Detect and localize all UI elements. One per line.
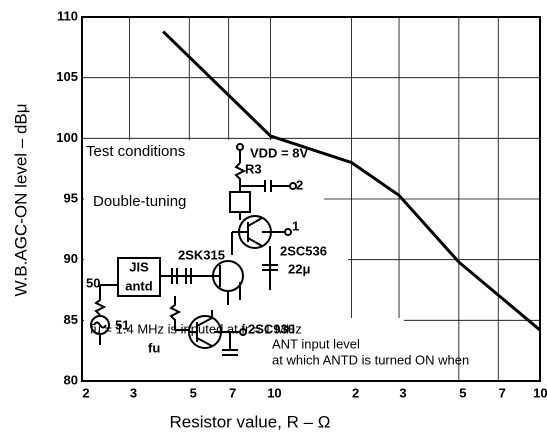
- x-tick-label: 10: [267, 385, 281, 400]
- annotation: JIS: [129, 259, 149, 274]
- x-tick-label: 5: [459, 385, 466, 400]
- x-tick-label: 2: [352, 385, 359, 400]
- annotation: 2SK315: [178, 247, 225, 262]
- y-axis-label: W.B.AGC-ON level – dBμ: [11, 103, 30, 296]
- annotation: 51: [115, 317, 129, 332]
- plot-frame: [81, 16, 541, 382]
- x-tick-label: 2: [82, 385, 89, 400]
- x-tick-label: 5: [190, 385, 197, 400]
- annotation: 22μ: [288, 261, 310, 276]
- annotation: VDD = 8V: [250, 145, 308, 160]
- x-tick-label: 7: [499, 385, 506, 400]
- x-tick-label: 100: [533, 385, 547, 400]
- x-tick-label: 3: [130, 385, 137, 400]
- annotation: ANT input level: [272, 336, 360, 351]
- x-tick-label: 3: [399, 385, 406, 400]
- y-tick-label: 110: [57, 8, 78, 23]
- y-tick-label: 95: [64, 190, 78, 205]
- annotation: 1: [292, 218, 299, 233]
- y-tick-label: 85: [64, 312, 78, 327]
- annotation: fu: [148, 340, 160, 355]
- x-tick-label: 7: [229, 385, 236, 400]
- annotation: fu = 1.4 MHz is inputed at fr = 1 MHz: [90, 321, 302, 336]
- annotation: Test conditions: [86, 143, 185, 160]
- annotation: 2SC930: [248, 321, 295, 336]
- annotation: 2SC536: [280, 243, 327, 258]
- annotation: Double-tuning: [93, 193, 186, 210]
- plot-area: [81, 16, 541, 382]
- annotation: 50: [86, 275, 100, 290]
- circuit: [90, 143, 297, 356]
- x-axis-label: Resistor value, R – Ω: [169, 412, 330, 431]
- annotation: 2: [296, 177, 303, 192]
- y-tick-label: 80: [64, 372, 78, 387]
- y-tick-label: 105: [56, 69, 78, 84]
- annotation: antd: [125, 278, 153, 293]
- y-tick-label: 90: [64, 251, 78, 266]
- data-line: [162, 30, 541, 332]
- y-tick-label: 100: [56, 130, 78, 145]
- annotation: R3: [245, 161, 262, 176]
- annotation: at which ANTD is turned ON when: [272, 352, 469, 367]
